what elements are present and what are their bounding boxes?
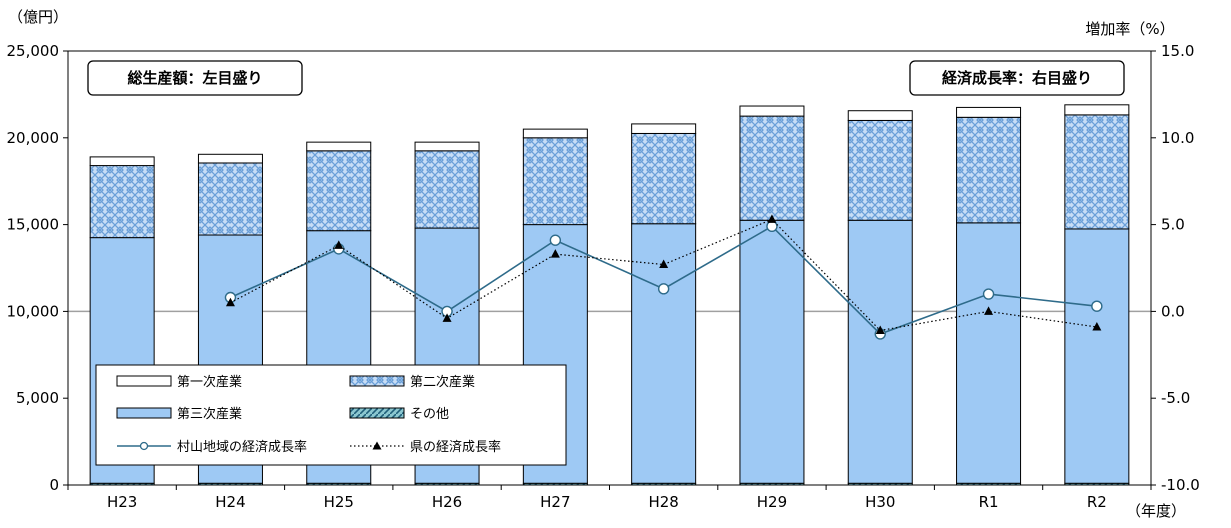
region-point: [1091, 300, 1103, 312]
bar-primary-H28: [631, 123, 697, 134]
right-tick-label: 5.0: [1161, 216, 1185, 234]
legend-label-primary: 第一次産業: [177, 374, 242, 390]
legend-label-region: 村山地域の経済成長率: [177, 439, 307, 455]
bar-secondary-H30: [847, 119, 913, 221]
left-tick-label: 10,000: [7, 302, 60, 320]
right-annotation-box: [909, 60, 1125, 96]
pref-point: [659, 259, 669, 269]
pref-point: [875, 325, 885, 334]
bar-primary-R2: [1064, 104, 1130, 116]
legend-marker-region: [139, 441, 149, 451]
left-tick-label: 20,000: [7, 129, 60, 147]
bar-primary-H26: [414, 141, 480, 152]
pref-point: [767, 214, 777, 223]
left-annotation-box: [87, 60, 303, 96]
right-tick-label: 0.0: [1161, 302, 1185, 320]
region-point: [982, 288, 995, 300]
bar-secondary-H28: [631, 132, 697, 225]
region-point: [657, 283, 670, 295]
pref-point: [334, 240, 344, 249]
x-tick-label: H29: [757, 493, 787, 511]
right-tick-label: -10.0: [1161, 476, 1200, 494]
bar-secondary-H23: [89, 165, 155, 239]
bar-primary-H29: [739, 105, 805, 117]
x-tick-label: R1: [979, 493, 999, 511]
x-tick-label: R2: [1087, 493, 1107, 511]
legend: 第一次産業 第二次産業 第三次産業 その他 村山地域の経済成長率 県の経済成長率: [95, 364, 567, 466]
bar-primary-H24: [197, 153, 263, 164]
bar-primary-H27: [522, 128, 588, 139]
legend-swatch-secondary: [349, 375, 405, 387]
right-tick-label: 10.0: [1161, 129, 1194, 147]
left-axis-unit: （億円）: [8, 8, 68, 26]
bar-primary-R1: [956, 106, 1022, 118]
right-annotation-text: 経済成長率：右目盛り: [942, 69, 1092, 87]
legend-label-other: その他: [410, 407, 449, 422]
bar-primary-H23: [89, 156, 155, 167]
pref-point: [550, 249, 560, 258]
bar-secondary-H25: [306, 150, 372, 232]
x-tick-label: H26: [432, 493, 462, 511]
legend-label-pref: 県の経済成長率: [410, 439, 501, 455]
left-tick-label: 25,000: [7, 42, 60, 60]
legend-box: [95, 364, 567, 466]
x-tick-label: H28: [648, 493, 678, 511]
left-tick-label: 15,000: [7, 216, 60, 234]
region-point: [549, 234, 562, 246]
bar-tertiary-R2: [1064, 228, 1130, 484]
bar-primary-H25: [306, 141, 372, 152]
pref-point: [442, 313, 452, 322]
x-tick-label: H24: [215, 493, 245, 511]
legend-marker-pref: [372, 441, 382, 450]
bar-secondary-R2: [1064, 114, 1130, 230]
legend-swatch-primary: [116, 375, 172, 387]
pref-point: [984, 306, 994, 315]
x-tick-label: H30: [865, 493, 895, 511]
bar-secondary-H29: [739, 115, 805, 221]
bar-tertiary-H30: [847, 219, 913, 484]
bar-secondary-H27: [522, 137, 588, 226]
left-annotation-text: 総生産額：左目盛り: [127, 69, 262, 87]
bar-primary-H30: [847, 110, 913, 121]
legend-swatch-other: [349, 407, 405, 419]
bar-secondary-R1: [956, 116, 1022, 224]
x-tick-label: H25: [324, 493, 354, 511]
x-axis-unit: （年度）: [1126, 502, 1186, 520]
bar-tertiary-R1: [956, 222, 1022, 484]
x-tick-label: H23: [107, 493, 137, 511]
legend-swatch-tertiary: [116, 407, 172, 419]
pref-point: [225, 297, 235, 307]
right-tick-label: 15.0: [1161, 42, 1194, 60]
bar-secondary-H24: [197, 162, 263, 236]
right-tick-label: -5.0: [1161, 389, 1190, 407]
bar-tertiary-H29: [739, 219, 805, 484]
bar-secondary-H26: [414, 150, 480, 229]
left-tick-label: 5,000: [16, 389, 59, 407]
left-tick-label: 0: [49, 476, 59, 494]
legend-label-tertiary: 第三次産業: [177, 406, 242, 422]
pref-point: [1092, 322, 1102, 331]
x-tick-label: H27: [540, 493, 570, 511]
legend-label-secondary: 第二次産業: [410, 374, 475, 390]
right-axis-label: 増加率（%）: [1085, 20, 1174, 38]
